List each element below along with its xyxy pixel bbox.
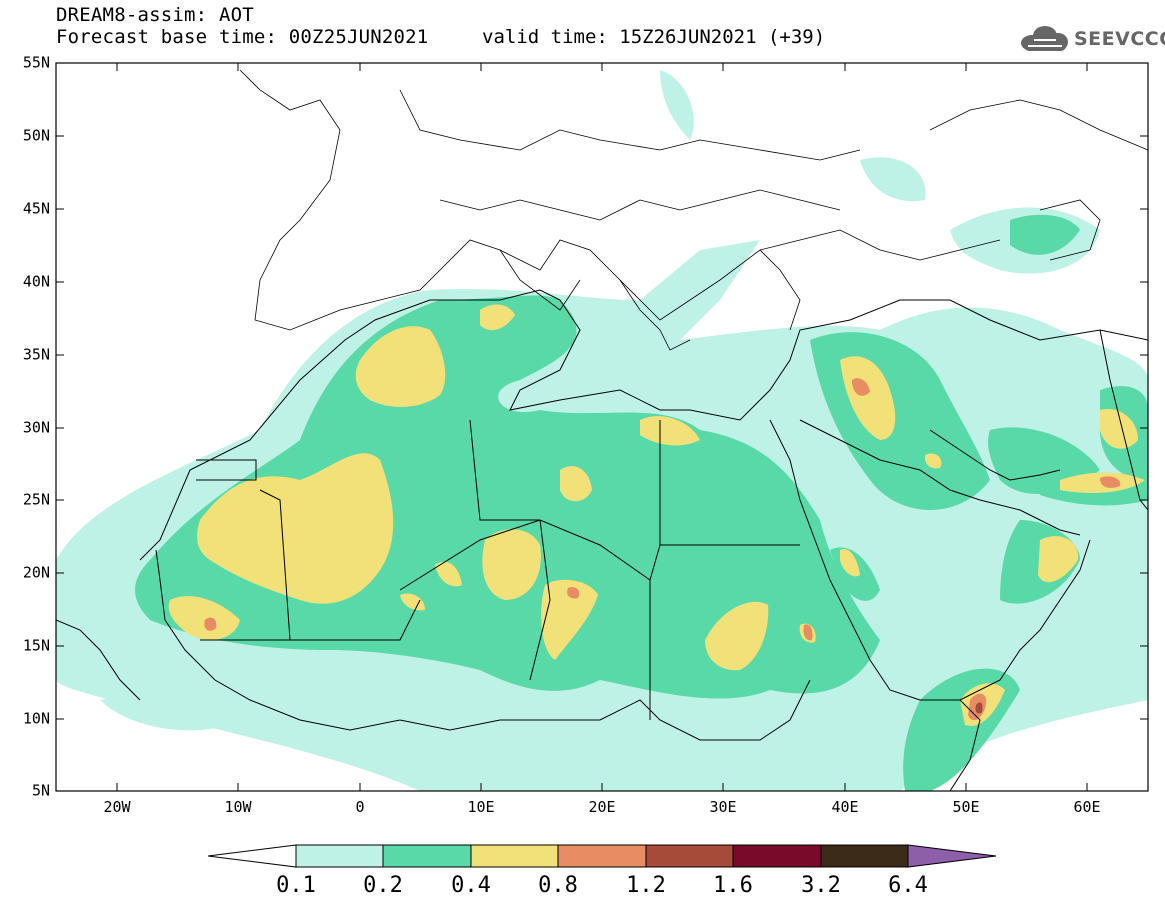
lon-label: 10E (467, 798, 494, 816)
colorbar-label: 0.4 (451, 873, 491, 898)
colorbar-label: 3.2 (801, 873, 841, 898)
colorbar-bin (557, 844, 647, 868)
lon-label: 20W (103, 798, 131, 816)
lat-label: 30N (23, 419, 50, 437)
colorbar-label: 0.2 (363, 873, 403, 898)
colorbar-label: 1.6 (713, 873, 753, 898)
lon-label: 60E (1073, 798, 1100, 816)
lat-label: 40N (23, 273, 50, 291)
colorbar-bin (732, 844, 822, 868)
colorbar-label: 0.8 (538, 873, 578, 898)
lat-label: 25N (23, 491, 50, 509)
lat-label: 50N (23, 127, 50, 145)
valid-time: valid time: 15Z26JUN2021 (+39) (482, 26, 826, 48)
lat-label: 55N (23, 54, 50, 72)
lat-label: 10N (23, 710, 50, 728)
lon-label: 40E (831, 798, 858, 816)
lat-label: 45N (23, 200, 50, 218)
colorbar-bin (382, 844, 472, 868)
lon-label: 50E (952, 798, 979, 816)
colorbar-high-arrow (907, 844, 997, 868)
colorbar-low-arrow (207, 844, 297, 868)
lat-label: 15N (23, 637, 50, 655)
cloud-icon (1021, 26, 1068, 51)
lat-label: 35N (23, 346, 50, 364)
colorbar-label: 1.2 (626, 873, 666, 898)
aot-field (56, 63, 1148, 791)
lon-label: 30E (709, 798, 736, 816)
lon-label: 0 (355, 798, 364, 816)
lon-label: 10W (224, 798, 252, 816)
colorbar-bin (470, 844, 559, 868)
colorbar-label: 0.1 (276, 873, 316, 898)
lat-label: 20N (23, 564, 50, 582)
lon-label: 20E (588, 798, 615, 816)
seevccc-logo: SEEVCCC (1018, 22, 1165, 56)
colorbar-bin (645, 844, 734, 868)
logo-text: SEEVCCC (1074, 28, 1165, 50)
colorbar-bin (295, 844, 384, 868)
colorbar-label: 6.4 (888, 873, 928, 898)
forecast-base-time: Forecast base time: 00Z25JUN2021 (56, 26, 429, 48)
colorbar-bin (820, 844, 909, 868)
lat-label: 5N (32, 782, 50, 800)
colorbar (207, 844, 997, 868)
map-title: DREAM8-assim: AOT (56, 4, 254, 26)
